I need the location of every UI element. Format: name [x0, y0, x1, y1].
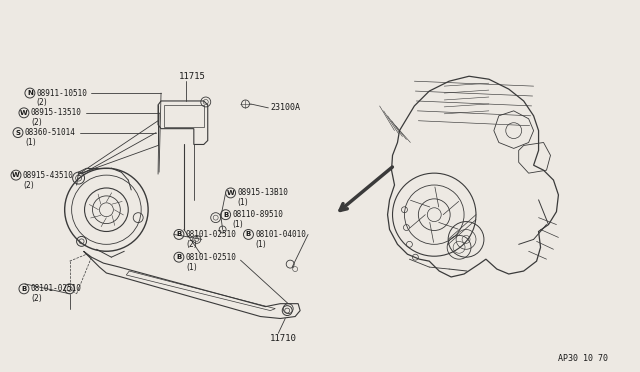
Text: (2): (2)	[37, 99, 47, 108]
Text: 08101-02510: 08101-02510	[186, 230, 237, 239]
Text: (1): (1)	[25, 138, 36, 147]
Text: 08101-02510: 08101-02510	[31, 284, 82, 294]
Text: (2): (2)	[23, 180, 34, 189]
Text: W: W	[227, 190, 234, 196]
Text: 08915-43510: 08915-43510	[23, 171, 74, 180]
Text: S: S	[15, 129, 20, 136]
Text: 08911-10510: 08911-10510	[37, 89, 88, 97]
Text: B: B	[246, 231, 251, 237]
Text: (2): (2)	[31, 118, 42, 127]
Text: W: W	[20, 110, 28, 116]
Text: 23100A: 23100A	[270, 103, 300, 112]
Text: (1): (1)	[232, 220, 243, 229]
Text: B: B	[223, 212, 228, 218]
Text: 08360-51014: 08360-51014	[25, 128, 76, 137]
Text: 11715: 11715	[179, 72, 206, 81]
Text: AP30 10 70: AP30 10 70	[558, 353, 608, 363]
Text: B: B	[21, 286, 27, 292]
Text: (1): (1)	[237, 198, 248, 207]
Text: N: N	[27, 90, 33, 96]
Text: 08110-89510: 08110-89510	[232, 210, 284, 219]
Text: 11710: 11710	[270, 334, 297, 343]
Text: 08101-02510: 08101-02510	[186, 253, 237, 262]
Text: B: B	[176, 254, 182, 260]
Text: 08915-13B10: 08915-13B10	[237, 189, 289, 198]
Text: (1): (1)	[186, 263, 196, 272]
Text: B: B	[176, 231, 182, 237]
Text: (1): (1)	[255, 240, 266, 249]
Text: 08101-04010: 08101-04010	[255, 230, 307, 239]
Text: (2): (2)	[186, 240, 196, 249]
Text: 08915-13510: 08915-13510	[31, 108, 82, 117]
Text: W: W	[12, 172, 20, 178]
Text: (2): (2)	[31, 294, 42, 303]
